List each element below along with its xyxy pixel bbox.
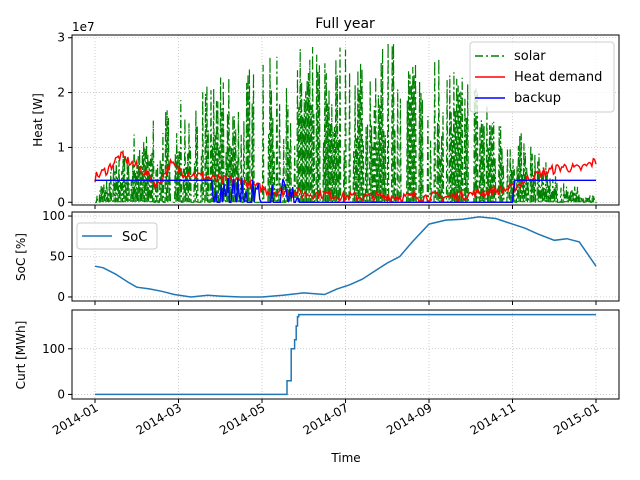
- heat-panel: 0 1 2 3 1e7 Heat [W] solar Heat demand back…: [31, 20, 620, 209]
- y-tick-label: 3: [57, 31, 65, 45]
- x-tick-label: 2014-07: [301, 400, 351, 437]
- heat-legend: solar Heat demand backup: [469, 41, 615, 113]
- x-axis-ticks: 2014-01 2014-03 2014-05 2014-07 2014-09 2014-…: [50, 400, 601, 437]
- x-tick-label: 2014-11: [468, 400, 518, 437]
- curt-y-ticks: 0 100: [42, 342, 597, 403]
- y-tick-label: 0: [57, 290, 65, 304]
- soc-panel: 0 50 100 SoC [%] SoC: [14, 209, 620, 305]
- y-tick-label: 0: [57, 195, 65, 209]
- curt-series-line: [95, 313, 596, 396]
- legend-heat-label: Heat demand: [514, 70, 602, 85]
- soc-gridlines: [72, 212, 619, 301]
- legend-backup-label: backup: [514, 91, 561, 106]
- soc-legend-box: [76, 222, 158, 250]
- solar-series-line: [95, 42, 597, 203]
- y-tick-label: 100: [42, 209, 65, 223]
- soc-legend: SoC: [76, 222, 158, 250]
- legend-soc-label: SoC: [122, 230, 147, 245]
- curt-gridlines: [72, 310, 619, 399]
- x-tick-label: 2015-01: [551, 400, 601, 437]
- heat-plot-area: [94, 42, 597, 204]
- heat-demand-series-line: [94, 151, 597, 204]
- x-axis-label: Time: [330, 451, 360, 465]
- x-tick-label: 2014-01: [50, 400, 100, 437]
- heat-legend-box: [469, 41, 615, 113]
- heat-y-axis-label: Heat [W]: [31, 93, 45, 147]
- curt-panel: 0 100 Curt [MWh]: [14, 309, 620, 403]
- y-tick-label: 100: [42, 342, 65, 356]
- soc-y-ticks: 0 50 100: [42, 209, 597, 305]
- y-tick-label: 2: [57, 86, 65, 100]
- y-tick-label: 1: [57, 140, 65, 154]
- heat-y-offset-label: 1e7: [72, 20, 95, 34]
- heat-y-ticks: 0 1 2 3: [57, 31, 597, 209]
- soc-series-line: [94, 216, 597, 298]
- soc-y-axis-label: SoC [%]: [14, 233, 28, 281]
- chart-title: Full year: [315, 16, 375, 32]
- curt-y-axis-label: Curt [MWh]: [14, 321, 28, 390]
- x-tick-label: 2014-09: [384, 400, 434, 437]
- soc-plot-area: [94, 216, 597, 298]
- x-tick-label: 2014-03: [134, 400, 184, 437]
- y-tick-label: 50: [50, 250, 65, 264]
- backup-series-line: [95, 177, 596, 204]
- y-tick-label: 0: [57, 387, 65, 401]
- legend-solar-label: solar: [514, 49, 546, 64]
- curt-plot-area: [95, 313, 596, 396]
- x-tick-label: 2014-05: [217, 400, 267, 437]
